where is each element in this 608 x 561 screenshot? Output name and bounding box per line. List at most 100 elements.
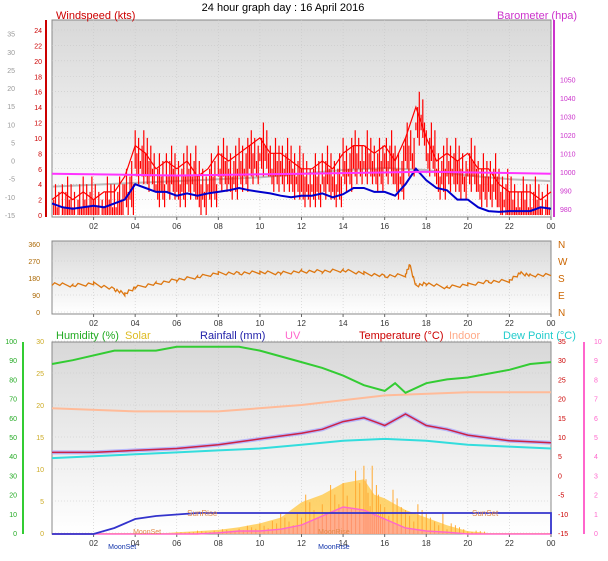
solar-tick-label: 15 xyxy=(36,435,44,442)
humidity-tick-label: 60 xyxy=(9,416,17,423)
compass-label: E xyxy=(558,291,565,302)
wind-tick-label: 4 xyxy=(38,182,42,189)
x-tick-label: 18 xyxy=(422,319,431,328)
humidity-tick-label: 40 xyxy=(9,454,17,461)
rainfall-line xyxy=(52,512,552,535)
compass-label: N xyxy=(558,240,565,251)
wind-tick-label: 2 xyxy=(38,198,42,205)
gust-line xyxy=(51,105,552,201)
direction-tick-label: 0 xyxy=(36,310,40,317)
x-tick-label: 00 xyxy=(547,539,556,548)
x-tick-label: 20 xyxy=(463,222,472,231)
wind-outer-tick-label: 35 xyxy=(7,32,15,39)
humidity-tick-label: 50 xyxy=(9,435,17,442)
x-tick-label: 22 xyxy=(505,539,514,548)
x-tick-label: 14 xyxy=(339,319,348,328)
baro-tick-label: 1000 xyxy=(560,170,576,177)
x-tick-label: 16 xyxy=(380,222,389,231)
solar-tick-label: 5 xyxy=(40,499,44,506)
wind-tick-label: 12 xyxy=(34,121,42,128)
wind-outer-tick-label: 0 xyxy=(11,159,15,166)
temp-tick-label: 5 xyxy=(558,454,562,461)
humidity-tick-label: 30 xyxy=(9,473,17,480)
temp-humidity-panel: 0102030405060708090100051015202530-15-10… xyxy=(5,339,602,551)
x-tick-label: 14 xyxy=(339,539,348,548)
x-tick-label: 06 xyxy=(172,539,181,548)
baro-tick-label: 980 xyxy=(560,207,572,214)
wind-tick-label: 18 xyxy=(34,74,42,81)
direction-tick-label: 180 xyxy=(28,276,40,283)
x-tick-label: 20 xyxy=(463,539,472,548)
temp-tick-label: 0 xyxy=(558,473,562,480)
wind-outer-tick-label: 20 xyxy=(7,86,15,93)
wind-tick-label: 22 xyxy=(34,43,42,50)
baro-tick-label: 990 xyxy=(560,188,572,195)
compass-label: N xyxy=(558,308,565,319)
x-tick-label: 10 xyxy=(255,319,264,328)
moonrise-label: MoonRise xyxy=(318,544,350,551)
uv-tick-label: 1 xyxy=(594,512,598,519)
x-tick-label: 22 xyxy=(505,222,514,231)
compass-label: S xyxy=(558,274,565,285)
humidity-tick-label: 0 xyxy=(13,531,17,538)
dewpoint-line xyxy=(51,437,552,460)
x-tick-label: 14 xyxy=(339,222,348,231)
moonrise-inline-label: MoonRise xyxy=(318,529,350,536)
wind-tick-label: 14 xyxy=(34,105,42,112)
x-tick-label: 20 xyxy=(463,319,472,328)
uv-area xyxy=(52,507,551,534)
x-tick-label: 18 xyxy=(422,222,431,231)
baro-tick-label: 1030 xyxy=(560,114,576,121)
solar-tick-label: 10 xyxy=(36,467,44,474)
temp-tick-label: 25 xyxy=(558,377,566,384)
wind-baro-panel: 024681012141618202224-15-10-505101520253… xyxy=(5,19,576,231)
wind-tick-label: 6 xyxy=(38,167,42,174)
temperature-label: Temperature (°C) xyxy=(359,330,443,342)
wind-tick-label: 10 xyxy=(34,136,42,143)
x-tick-label: 04 xyxy=(131,539,140,548)
x-tick-label: 08 xyxy=(214,222,223,231)
temperature-line xyxy=(52,413,552,454)
x-tick-label: 08 xyxy=(214,319,223,328)
wind-outer-tick-label: 25 xyxy=(7,68,15,75)
x-tick-label: 04 xyxy=(131,319,140,328)
humidity-tick-label: 10 xyxy=(9,512,17,519)
wind-outer-tick-label: 30 xyxy=(7,50,15,57)
solar-label: Solar xyxy=(125,330,151,342)
x-tick-label: 02 xyxy=(89,539,98,548)
wind-outer-tick-label: 5 xyxy=(11,140,15,147)
solar-tick-label: 30 xyxy=(36,339,44,346)
solar-tick-label: 25 xyxy=(36,371,44,378)
wind-tick-label: 24 xyxy=(34,28,42,35)
indoor-line xyxy=(51,391,551,413)
avg-wind-line xyxy=(51,167,552,213)
sunset-label: SunSet xyxy=(472,509,499,518)
uv-label: UV xyxy=(285,330,301,342)
temp-tick-label: 20 xyxy=(558,397,566,404)
baro-tick-label: 1050 xyxy=(560,77,576,84)
x-tick-label: 08 xyxy=(214,539,223,548)
uv-tick-label: 2 xyxy=(594,493,598,500)
temp-tick-label: -10 xyxy=(558,512,568,519)
wind-outer-tick-label: 15 xyxy=(7,104,15,111)
x-tick-label: 06 xyxy=(172,319,181,328)
humidity-label: Humidity (%) xyxy=(56,330,119,342)
wind-tick-label: 16 xyxy=(34,90,42,97)
x-tick-label: 10 xyxy=(255,222,264,231)
wind-tick-label: 8 xyxy=(38,151,42,158)
uv-tick-label: 8 xyxy=(594,377,598,384)
uv-tick-label: 5 xyxy=(594,435,598,442)
x-tick-label: 12 xyxy=(297,319,306,328)
wind-tick-label: 0 xyxy=(38,213,42,220)
temp-tick-label: 30 xyxy=(558,358,566,365)
compass-label: W xyxy=(558,257,568,268)
solar-tick-label: 0 xyxy=(40,531,44,538)
x-tick-label: 16 xyxy=(380,539,389,548)
rainfall-label: Rainfall (mm) xyxy=(200,330,265,342)
baro-tick-label: 1040 xyxy=(560,96,576,103)
x-tick-label: 18 xyxy=(422,539,431,548)
sunrise-label: SunRise xyxy=(187,509,218,518)
uv-tick-label: 0 xyxy=(594,531,598,538)
